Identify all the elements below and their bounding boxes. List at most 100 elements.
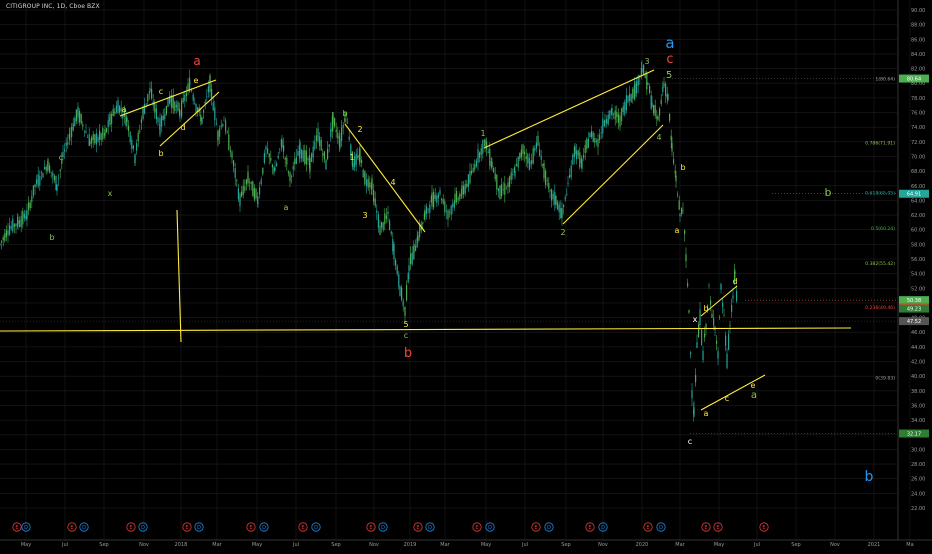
y-tick-label: 72.00 <box>911 140 925 146</box>
triangle-upper-line <box>700 285 738 317</box>
candle-body <box>161 116 163 127</box>
candle-body <box>445 211 447 212</box>
y-tick-label: 78.00 <box>911 96 925 102</box>
candle-body <box>396 265 398 275</box>
candle-body <box>377 214 379 228</box>
candle-body <box>415 245 417 251</box>
x-tick-label: Nov <box>369 542 379 548</box>
event-icon-letter: E <box>301 525 304 531</box>
y-tick-label: 46.00 <box>911 330 925 336</box>
y-tick-label: 34.00 <box>911 418 925 424</box>
candle-body <box>44 166 46 169</box>
candle-body <box>696 342 698 348</box>
candle-body <box>522 144 524 155</box>
candle-body <box>7 230 9 235</box>
x-tick-label: Nov <box>139 542 149 548</box>
candle-body <box>68 133 70 139</box>
vertical-marker-line <box>176 209 182 343</box>
candles <box>0 60 738 422</box>
candle-body <box>55 175 57 191</box>
earnings-icon <box>472 522 482 532</box>
candle-body <box>519 152 521 159</box>
candle-body <box>95 133 97 145</box>
candle-body <box>695 374 697 383</box>
candle-body <box>376 210 378 213</box>
candle-body <box>134 154 136 163</box>
candle-body <box>374 198 376 206</box>
candle-body <box>670 135 672 141</box>
candle-body <box>220 125 222 128</box>
candle-body <box>402 300 404 307</box>
candle-body <box>487 151 489 154</box>
candle-body <box>532 148 534 164</box>
candle-body <box>217 131 219 141</box>
candle-body <box>191 89 193 92</box>
candle-body <box>337 132 339 139</box>
candle-body <box>540 155 542 160</box>
candle-body <box>69 134 71 136</box>
candle-body <box>705 324 707 329</box>
candle-body <box>236 179 238 181</box>
candle-body <box>49 165 51 173</box>
price-badge-label: 49.23 <box>907 307 921 313</box>
candle-body <box>179 109 181 116</box>
candle-body <box>657 116 659 120</box>
candle-body <box>527 154 529 164</box>
candle-body <box>711 313 713 318</box>
candle-body <box>722 302 724 308</box>
y-tick-label: 74.00 <box>911 125 925 131</box>
candle-body <box>643 65 645 74</box>
candle-body <box>475 160 477 167</box>
candle-body <box>583 154 585 158</box>
candle-body <box>347 122 349 124</box>
earnings-icon <box>713 522 723 532</box>
candle-body <box>450 205 452 216</box>
y-tick-label: 68.00 <box>911 169 925 175</box>
candle-body <box>688 310 690 313</box>
candle-body <box>295 157 297 165</box>
candle-body <box>52 172 54 177</box>
candle-body <box>182 97 184 103</box>
candle-body <box>325 159 327 170</box>
candle-body <box>410 253 412 265</box>
candle-body <box>674 170 676 174</box>
candle-body <box>352 162 354 170</box>
candle-body <box>155 108 157 120</box>
candle-body <box>656 116 658 119</box>
wave-label: 5 <box>666 70 672 81</box>
candle-body <box>312 146 314 158</box>
earnings-icon <box>298 522 308 532</box>
candle-body <box>591 131 593 138</box>
candle-body <box>452 203 454 208</box>
candle-body <box>560 208 562 219</box>
wave-label: e <box>751 381 756 390</box>
event-icon-letter: D <box>82 525 86 531</box>
candle-body <box>327 148 329 160</box>
wave-label: c <box>59 153 63 162</box>
candle-body <box>111 113 113 125</box>
event-icon-letter: D <box>314 525 318 531</box>
candle-body <box>723 314 725 316</box>
candle-body <box>151 88 153 99</box>
earnings-icon <box>67 522 77 532</box>
candle-body <box>195 104 197 113</box>
candle-body <box>570 165 572 178</box>
candle-body <box>373 189 375 202</box>
candle-body <box>247 176 249 182</box>
candle-body <box>71 126 73 138</box>
candle-body <box>165 105 167 115</box>
candle-body <box>690 352 692 355</box>
candle-body <box>367 179 369 188</box>
candle-body <box>255 188 257 199</box>
candle-body <box>104 129 106 136</box>
candle-body <box>586 138 588 149</box>
candle-body <box>203 110 205 113</box>
candle-body <box>319 136 321 147</box>
event-icon-letter: E <box>588 525 591 531</box>
candle-body <box>314 141 316 149</box>
candle-body <box>460 193 462 197</box>
